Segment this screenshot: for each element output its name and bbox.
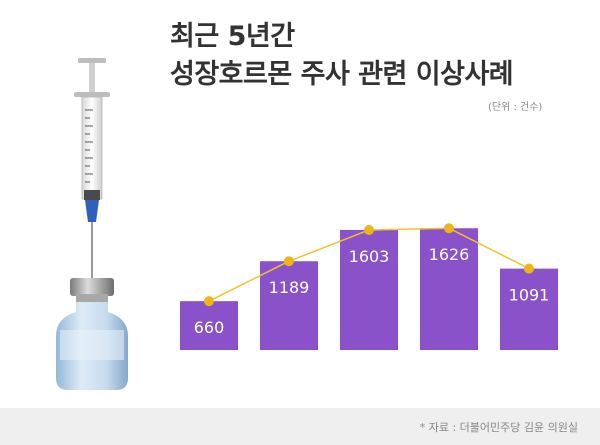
bar-2021: [260, 261, 318, 350]
bar-2022: [340, 229, 398, 350]
point-2023: [444, 223, 454, 234]
unit-note: (단위 : 건수): [488, 102, 543, 113]
footer-bar: * 자료 : 더불어민주당 김윤 의원실: [0, 408, 600, 445]
syringe-illustration: [56, 58, 128, 390]
bar-2023: [420, 228, 478, 350]
syringe-icon: [74, 58, 110, 284]
value-label-2022: 1603: [349, 247, 390, 266]
value-label-2020: 660: [194, 318, 225, 337]
source-note: * 자료 : 더불어민주당 김윤 의원실: [419, 421, 578, 434]
value-label-2023: 1626: [429, 245, 470, 264]
point-2020: [204, 296, 214, 307]
value-label-2024.9: 1091: [509, 286, 550, 305]
title-line-2: 성장호르몬 주사 관련 이상사례: [170, 59, 514, 90]
value-label-2021: 1189: [269, 278, 310, 297]
point-2024.9: [524, 263, 534, 274]
bar-2020: [180, 301, 238, 350]
title-line-1: 최근 5년간: [170, 21, 295, 52]
chart-title: 최근 5년간 성장호르몬 주사 관련 이상사례: [170, 18, 514, 94]
vial-icon: [56, 278, 128, 390]
bar-2024.9: [500, 268, 558, 350]
point-2021: [284, 256, 294, 267]
point-2022: [364, 224, 374, 235]
